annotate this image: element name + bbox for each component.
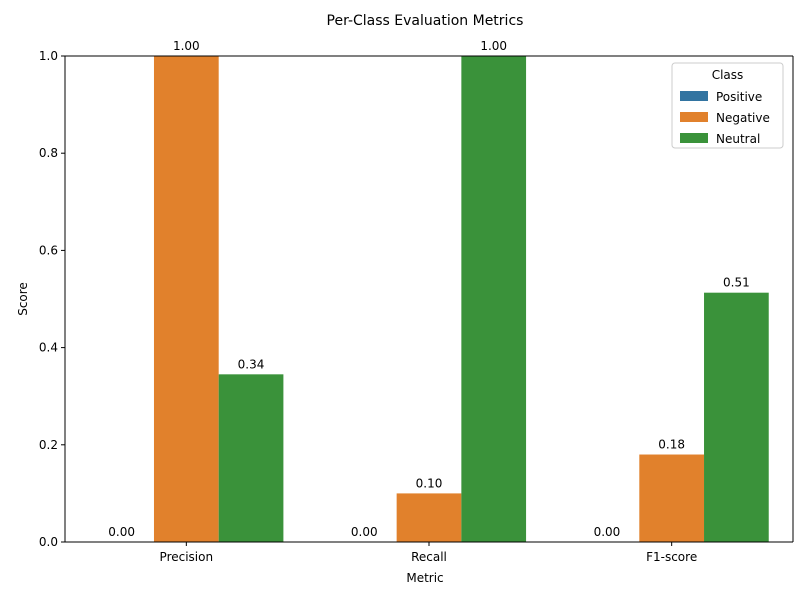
bar-negative-recall bbox=[396, 493, 462, 542]
y-tick-label: 0.8 bbox=[39, 146, 58, 160]
plot-area: 0.00 0.00 0.00 1.00 0.10 0.18 0.34 1.00 0.51 0.0 0… bbox=[39, 39, 794, 564]
y-tick-label: 0.6 bbox=[39, 243, 58, 257]
legend-box bbox=[671, 62, 784, 149]
x-tick-label: Recall bbox=[411, 550, 447, 564]
bar-negative-precision bbox=[153, 56, 219, 542]
data-label: 0.00 bbox=[594, 525, 621, 539]
legend-swatch-neutral bbox=[680, 133, 708, 143]
bar-neutral-f1-score bbox=[704, 292, 769, 542]
data-label: 0.10 bbox=[416, 476, 443, 490]
bar-negative-f1-score bbox=[639, 454, 705, 542]
chart-title: Per-Class Evaluation Metrics bbox=[327, 13, 524, 29]
y-tick-label: 1.0 bbox=[39, 49, 58, 63]
legend: Class Positive Negative Neutral bbox=[671, 62, 784, 149]
x-tick-label: F1-score bbox=[646, 550, 697, 564]
y-axis-label: Score bbox=[16, 282, 30, 316]
data-label: 0.34 bbox=[238, 357, 265, 371]
legend-entry-negative: Negative bbox=[716, 111, 770, 125]
bar-neutral-recall bbox=[461, 56, 527, 542]
data-label: 1.00 bbox=[173, 39, 200, 53]
data-label: 0.00 bbox=[351, 525, 378, 539]
legend-entry-positive: Positive bbox=[716, 90, 762, 104]
data-label: 0.51 bbox=[723, 276, 750, 290]
data-label: 0.18 bbox=[658, 438, 685, 452]
legend-swatch-negative bbox=[680, 112, 708, 122]
y-tick-label: 0.4 bbox=[39, 341, 58, 355]
legend-entry-neutral: Neutral bbox=[716, 132, 760, 146]
data-label: 0.00 bbox=[108, 525, 135, 539]
x-tick-label: Precision bbox=[160, 550, 214, 564]
legend-title: Class bbox=[712, 68, 744, 82]
x-axis-label: Metric bbox=[406, 571, 443, 585]
y-tick-label: 0.0 bbox=[39, 535, 58, 549]
y-tick-label: 0.2 bbox=[39, 438, 58, 452]
data-label: 1.00 bbox=[480, 39, 507, 53]
bar-neutral-precision bbox=[218, 374, 284, 542]
legend-swatch-positive bbox=[680, 91, 708, 101]
